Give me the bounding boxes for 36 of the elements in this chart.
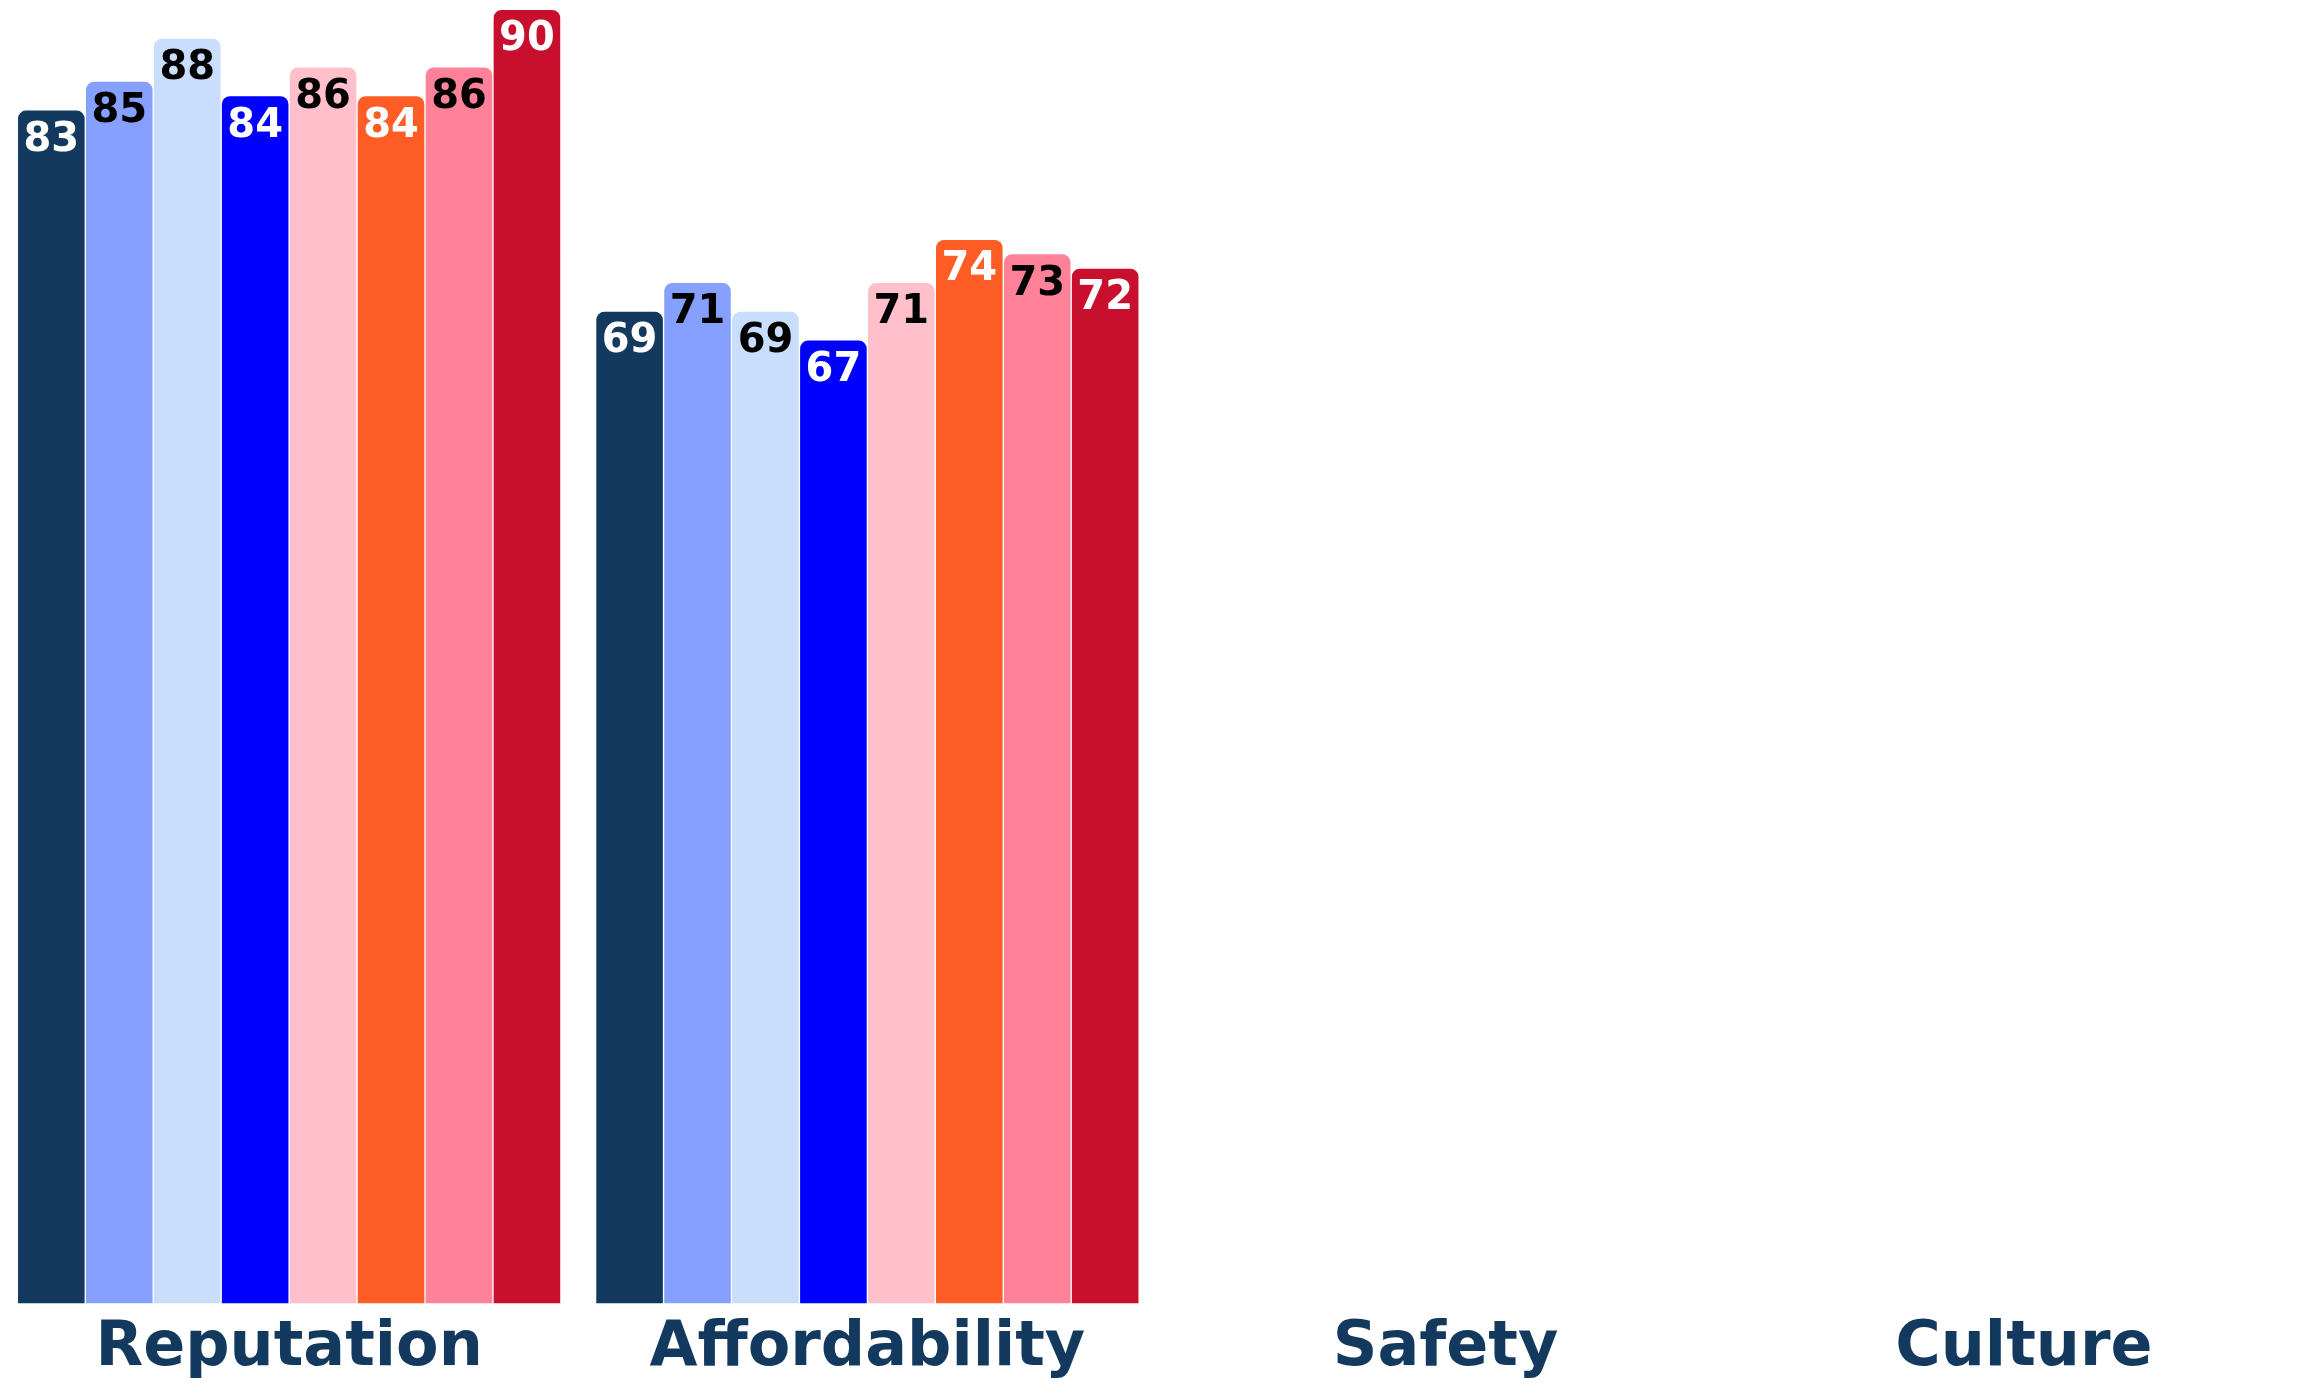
bar (936, 239, 1003, 1304)
x-tick-label: Reputation (95, 1306, 483, 1380)
data-label: 71 (669, 286, 726, 333)
data-label: 85 (91, 85, 148, 132)
bar (289, 67, 357, 1304)
data-label: 69 (601, 315, 658, 362)
bar (664, 283, 731, 1304)
data-label: 73 (1009, 257, 1066, 304)
bar (800, 340, 867, 1304)
data-label: 90 (499, 13, 555, 60)
bar (596, 311, 663, 1304)
data-label: 72 (1077, 272, 1134, 319)
x-tick-label: Culture (1895, 1306, 2153, 1380)
bar (1003, 254, 1071, 1304)
data-label: 83 (23, 114, 80, 160)
bar (868, 283, 935, 1304)
data-label: 88 (159, 42, 216, 89)
data-label: 86 (431, 70, 487, 117)
bar (153, 38, 221, 1304)
data-label: 86 (295, 70, 351, 117)
bar (221, 96, 289, 1304)
data-label: 69 (737, 315, 794, 362)
bar (425, 67, 493, 1304)
data-label: 71 (873, 286, 930, 333)
bar (732, 311, 799, 1304)
x-tick-label: Safety (1332, 1306, 1559, 1380)
data-label: 84 (363, 99, 419, 146)
x-tick-label: Affordability (649, 1306, 1086, 1380)
bar (493, 10, 561, 1304)
bar (357, 96, 425, 1304)
data-label: 84 (227, 99, 283, 146)
data-label: 74 (941, 243, 998, 290)
bar (18, 110, 85, 1304)
data-label: 67 (805, 343, 862, 390)
bar (85, 81, 153, 1304)
bar (1071, 268, 1139, 1304)
